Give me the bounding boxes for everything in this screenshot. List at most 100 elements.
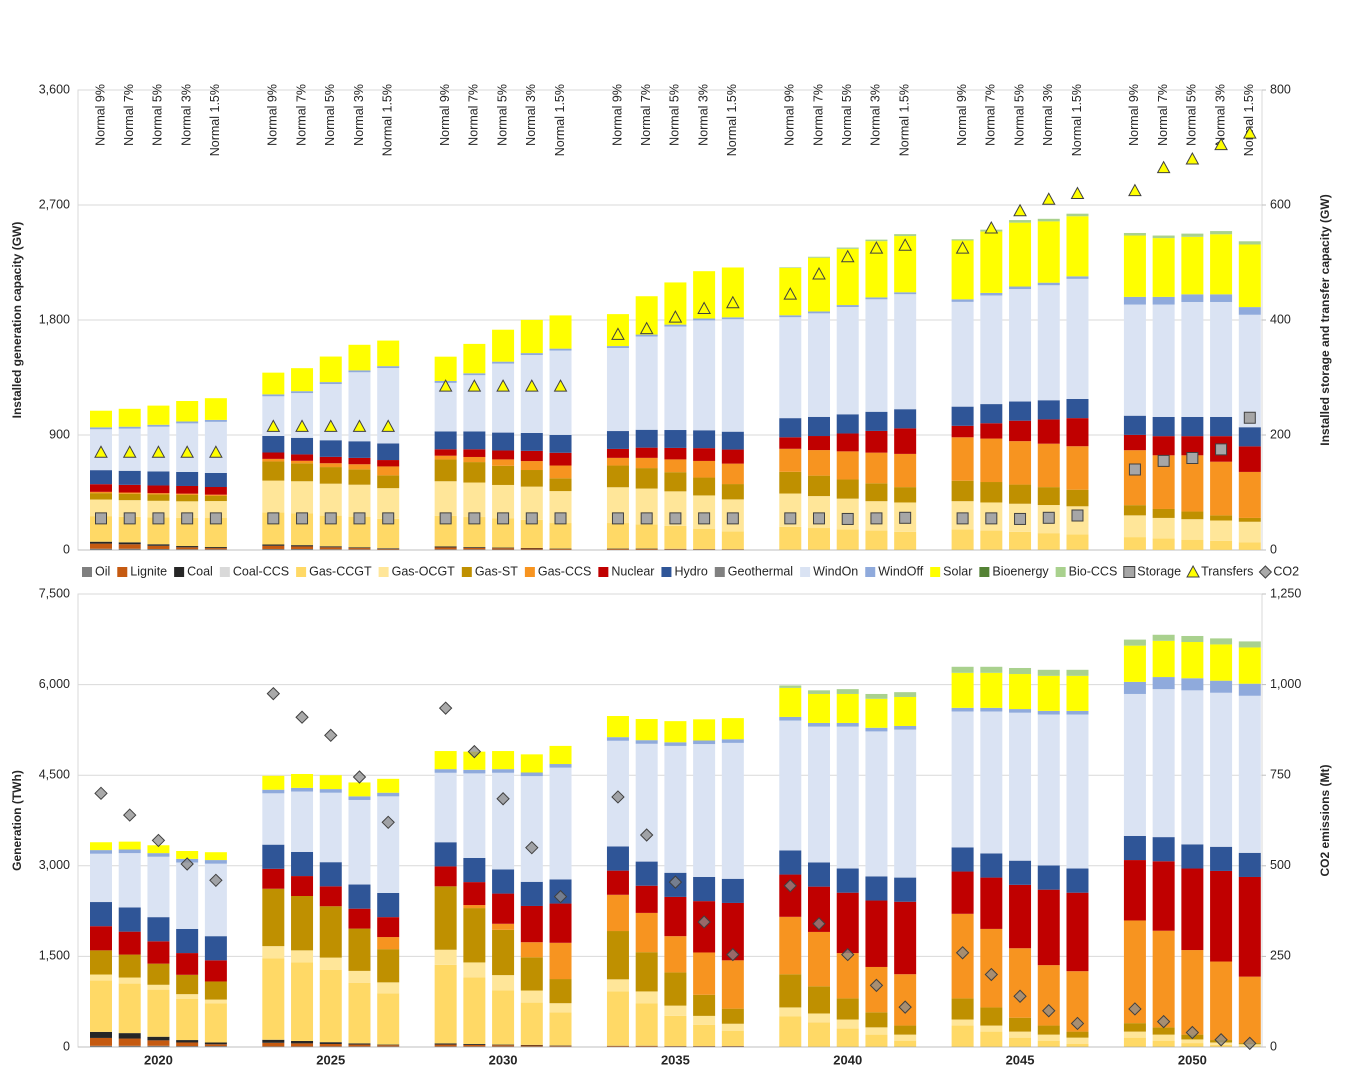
- bar-segment: [865, 430, 888, 453]
- bar-segment: [1066, 868, 1089, 893]
- bar-segment: [980, 482, 1003, 503]
- transfer-marker: [725, 295, 740, 309]
- bar-segment: [1009, 667, 1032, 675]
- bar-segment: [90, 842, 112, 851]
- bar-segment: [1152, 538, 1175, 550]
- bar-segment: [262, 1042, 285, 1047]
- bar-segment: [836, 433, 859, 452]
- bar-segment: [118, 544, 141, 549]
- transfer-marker: [697, 301, 711, 314]
- bar-segment: [1009, 286, 1032, 290]
- bar-segment: [980, 404, 1003, 424]
- bar-segment: [204, 495, 227, 502]
- bar-segment: [147, 845, 170, 854]
- bar-segment: [319, 547, 342, 550]
- bar-segment: [492, 1046, 515, 1047]
- bar-segment: [1152, 455, 1175, 509]
- bar-segment: [1152, 1034, 1175, 1041]
- bar-segment: [463, 547, 486, 550]
- bar-segment: [147, 1040, 170, 1046]
- bar-segment: [606, 523, 629, 549]
- bar-segment: [693, 994, 716, 1016]
- bar-segment: [721, 463, 744, 485]
- bar-segment: [463, 1044, 486, 1047]
- bar-segment: [520, 470, 543, 487]
- bar-segment: [463, 431, 486, 450]
- bar-segment: [463, 517, 486, 548]
- storage-marker: [152, 512, 165, 525]
- bar-segment: [980, 292, 1003, 296]
- bar-segment: [635, 548, 658, 550]
- bar-segment: [1009, 709, 1032, 713]
- bar-segment: [664, 742, 687, 746]
- bar-segment: [894, 725, 917, 730]
- bar-segment: [894, 487, 917, 503]
- bar-segment: [1037, 218, 1060, 222]
- category-label: Normal 1.5%: [1070, 84, 1084, 156]
- bar-segment: [1123, 681, 1146, 694]
- legend-label: Coal: [187, 564, 213, 578]
- y2-tick-label: 800: [1270, 82, 1291, 96]
- bar-segment: [319, 957, 342, 970]
- bar-segment: [90, 543, 112, 549]
- bar-segment: [204, 936, 227, 961]
- bar-segment: [1066, 216, 1089, 277]
- bar-segment: [721, 739, 744, 743]
- bar-segment: [664, 472, 687, 492]
- transfer-marker: [812, 266, 826, 280]
- bar-segment: [549, 745, 572, 765]
- bar-segment: [463, 769, 486, 774]
- bar-segment: [1238, 976, 1261, 1044]
- transfer-marker: [1041, 192, 1056, 205]
- bar-segment: [1009, 531, 1032, 550]
- bar-segment: [635, 457, 658, 469]
- bar-segment: [951, 239, 974, 241]
- bar-segment: [434, 1043, 457, 1045]
- bar-segment: [463, 977, 486, 1044]
- storage-marker: [870, 512, 883, 525]
- bar-segment: [463, 449, 486, 457]
- bar-segment: [951, 480, 974, 502]
- bar-segment: [204, 860, 227, 864]
- bar-segment: [204, 863, 227, 937]
- category-label: Normal 3%: [524, 84, 538, 146]
- bar-segment: [434, 1046, 457, 1047]
- bar-segment: [779, 317, 802, 419]
- bar-segment: [348, 464, 371, 470]
- bar-segment: [90, 410, 112, 428]
- bar-segment: [894, 696, 917, 726]
- bar-segment: [865, 727, 888, 732]
- bar-segment: [176, 549, 199, 550]
- y-axis-title: Installed generation capacity (GW): [10, 222, 24, 419]
- bar-segment: [894, 692, 917, 697]
- bar-segment: [262, 458, 285, 462]
- bar-segment: [808, 528, 830, 550]
- bar-segment: [520, 990, 543, 1003]
- bar-segment: [319, 886, 342, 907]
- bar-segment: [434, 547, 457, 550]
- bar-segment: [520, 905, 543, 943]
- transfer-marker: [553, 379, 568, 392]
- category-label: Normal 9%: [93, 84, 107, 146]
- bar-segment: [147, 424, 170, 427]
- bar-segment: [348, 1044, 371, 1047]
- bar-segment: [520, 776, 543, 882]
- bar-segment: [664, 896, 687, 937]
- bar-segment: [865, 299, 888, 412]
- bar-segment: [549, 478, 572, 492]
- bar-segment: [693, 1015, 716, 1025]
- bar-segment: [377, 982, 400, 994]
- bar-segment: [90, 853, 112, 903]
- storage-marker: [353, 512, 366, 525]
- bar-segment: [1123, 304, 1146, 416]
- bar-segment: [1210, 234, 1233, 295]
- bar-segment: [291, 463, 314, 482]
- bar-segment: [808, 475, 830, 497]
- bar-segment: [463, 456, 486, 463]
- bar-segment: [377, 368, 400, 444]
- bar-segment: [492, 450, 515, 460]
- bar-segment: [434, 431, 457, 450]
- bar-segment: [520, 486, 543, 520]
- co2-marker: [352, 770, 367, 784]
- bar-segment: [348, 884, 371, 909]
